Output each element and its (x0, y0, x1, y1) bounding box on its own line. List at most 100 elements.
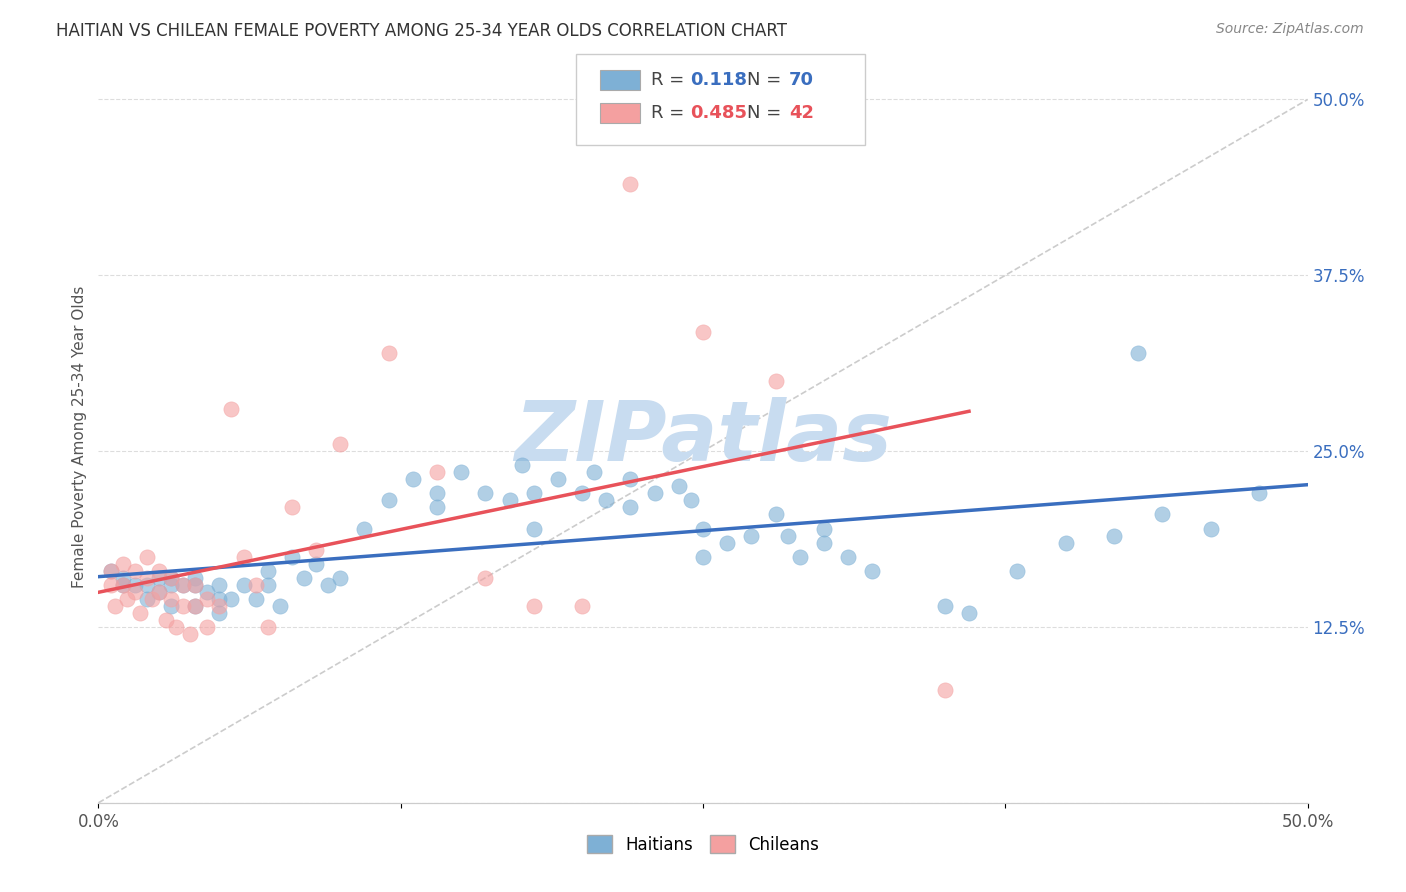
Point (184, 599, 207, 613)
Point (179, 627, 201, 641)
Point (353, 521, 375, 535)
Point (184, 599, 207, 613)
Point (523, 521, 546, 535)
Point (619, 472, 641, 486)
Point (692, 325, 714, 339)
Point (208, 606, 231, 620)
Point (316, 578, 339, 592)
Point (498, 493, 520, 508)
Point (148, 564, 170, 578)
Point (692, 521, 714, 535)
Point (474, 486, 496, 500)
Point (692, 549, 714, 564)
Point (450, 465, 472, 479)
Point (837, 549, 859, 564)
Point (679, 493, 702, 508)
Point (776, 528, 799, 542)
Point (740, 528, 762, 542)
Point (523, 599, 546, 613)
Point (595, 493, 617, 508)
Point (155, 613, 177, 627)
Point (111, 578, 134, 592)
Point (232, 549, 254, 564)
Point (160, 599, 183, 613)
Point (1199, 521, 1222, 535)
Point (1128, 345, 1150, 359)
Point (135, 571, 157, 585)
Point (184, 578, 207, 592)
Point (135, 578, 157, 592)
Point (124, 584, 146, 599)
Point (184, 571, 207, 585)
Point (208, 599, 231, 613)
Point (104, 599, 127, 613)
Point (165, 620, 187, 634)
Point (195, 620, 218, 634)
Point (1249, 486, 1271, 500)
Point (256, 564, 278, 578)
Point (128, 606, 150, 620)
Point (619, 500, 641, 515)
Point (160, 591, 183, 606)
Point (426, 465, 449, 479)
Point (571, 599, 593, 613)
Point (160, 571, 183, 585)
Text: R =: R = (651, 104, 685, 122)
Point (148, 571, 170, 585)
Point (474, 571, 496, 585)
Point (172, 599, 194, 613)
Point (619, 177, 641, 191)
Point (100, 578, 122, 592)
Point (571, 486, 593, 500)
Point (1054, 535, 1077, 549)
Text: R =: R = (651, 71, 685, 89)
Legend: Haitians, Chileans: Haitians, Chileans (581, 829, 825, 860)
Text: 70: 70 (789, 71, 814, 89)
Point (934, 599, 956, 613)
Point (547, 472, 569, 486)
Point (269, 599, 291, 613)
Point (111, 571, 134, 585)
Point (117, 591, 139, 606)
Text: 42: 42 (789, 104, 814, 122)
Point (124, 564, 146, 578)
Point (195, 584, 218, 599)
Point (329, 437, 352, 451)
Point (377, 493, 399, 508)
Point (100, 564, 122, 578)
Point (124, 578, 146, 592)
Point (100, 564, 122, 578)
Point (305, 557, 328, 571)
Point (281, 500, 304, 515)
Point (160, 571, 183, 585)
Point (789, 549, 811, 564)
Point (111, 557, 134, 571)
Point (934, 683, 956, 698)
Point (426, 486, 449, 500)
Point (148, 584, 170, 599)
Point (148, 584, 170, 599)
Point (765, 508, 787, 522)
Point (860, 564, 883, 578)
Point (329, 571, 352, 585)
Point (1007, 564, 1029, 578)
Point (813, 535, 835, 549)
Point (402, 472, 425, 486)
Text: ZIPatlas: ZIPatlas (515, 397, 891, 477)
Point (813, 521, 835, 535)
Point (1102, 528, 1125, 542)
Point (583, 465, 606, 479)
Point (510, 458, 533, 473)
Point (184, 578, 207, 592)
Point (221, 401, 243, 416)
Point (668, 479, 690, 493)
Point (256, 578, 278, 592)
Point (305, 542, 328, 557)
Text: Source: ZipAtlas.com: Source: ZipAtlas.com (1216, 22, 1364, 37)
Point (232, 578, 254, 592)
Point (644, 486, 666, 500)
Point (765, 374, 787, 388)
Point (1152, 508, 1174, 522)
Text: 0.485: 0.485 (690, 104, 748, 122)
Point (281, 549, 304, 564)
